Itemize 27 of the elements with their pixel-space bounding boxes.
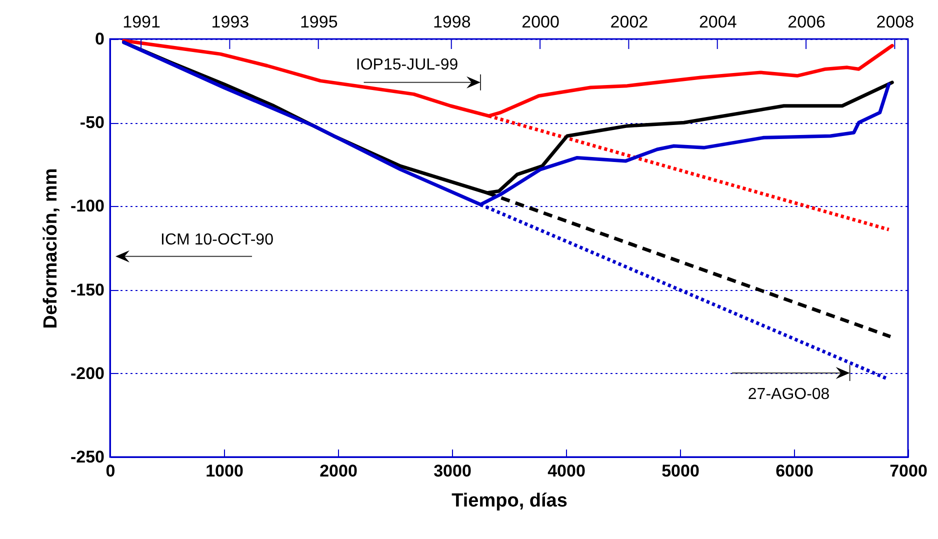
x-axis-title: Tiempo, días bbox=[452, 490, 568, 512]
y-tick-label: -200 bbox=[70, 364, 104, 383]
x-tick-label: 6000 bbox=[776, 462, 814, 480]
x-tick-label: 2000 bbox=[320, 462, 358, 480]
x-tick-label: 5000 bbox=[662, 462, 700, 480]
x2-tick-label: 2004 bbox=[698, 12, 737, 32]
y-axis-title: Deformación, mm bbox=[40, 168, 62, 329]
y-tick-label: -250 bbox=[70, 448, 104, 466]
y-tick-label: -50 bbox=[80, 113, 104, 132]
x2-tick-label: 1993 bbox=[211, 12, 250, 32]
annotation: 27-AGO-08 bbox=[748, 386, 830, 403]
y-tick-label: -150 bbox=[70, 280, 104, 300]
x-tick-label: 7000 bbox=[890, 462, 928, 480]
y-tick-label: 0 bbox=[95, 30, 104, 48]
x-tick-label: 3000 bbox=[434, 462, 472, 480]
x2-tick-label: 1998 bbox=[432, 12, 471, 32]
x-tick-label: 1000 bbox=[206, 462, 244, 480]
x2-tick-label: 2006 bbox=[788, 12, 826, 32]
annotation: ICM 10-OCT-90 bbox=[160, 232, 274, 249]
x2-tick-label: 1995 bbox=[300, 12, 338, 32]
x2-tick-label: 2002 bbox=[610, 12, 648, 32]
y-tick-label: -100 bbox=[70, 196, 104, 216]
x2-tick-label: 2000 bbox=[522, 12, 560, 32]
annotation: IOP15-JUL-99 bbox=[356, 56, 458, 74]
x-tick-label: 4000 bbox=[548, 462, 586, 480]
x2-tick-label: 1991 bbox=[122, 12, 160, 32]
x2-tick-label: 2008 bbox=[876, 12, 914, 32]
